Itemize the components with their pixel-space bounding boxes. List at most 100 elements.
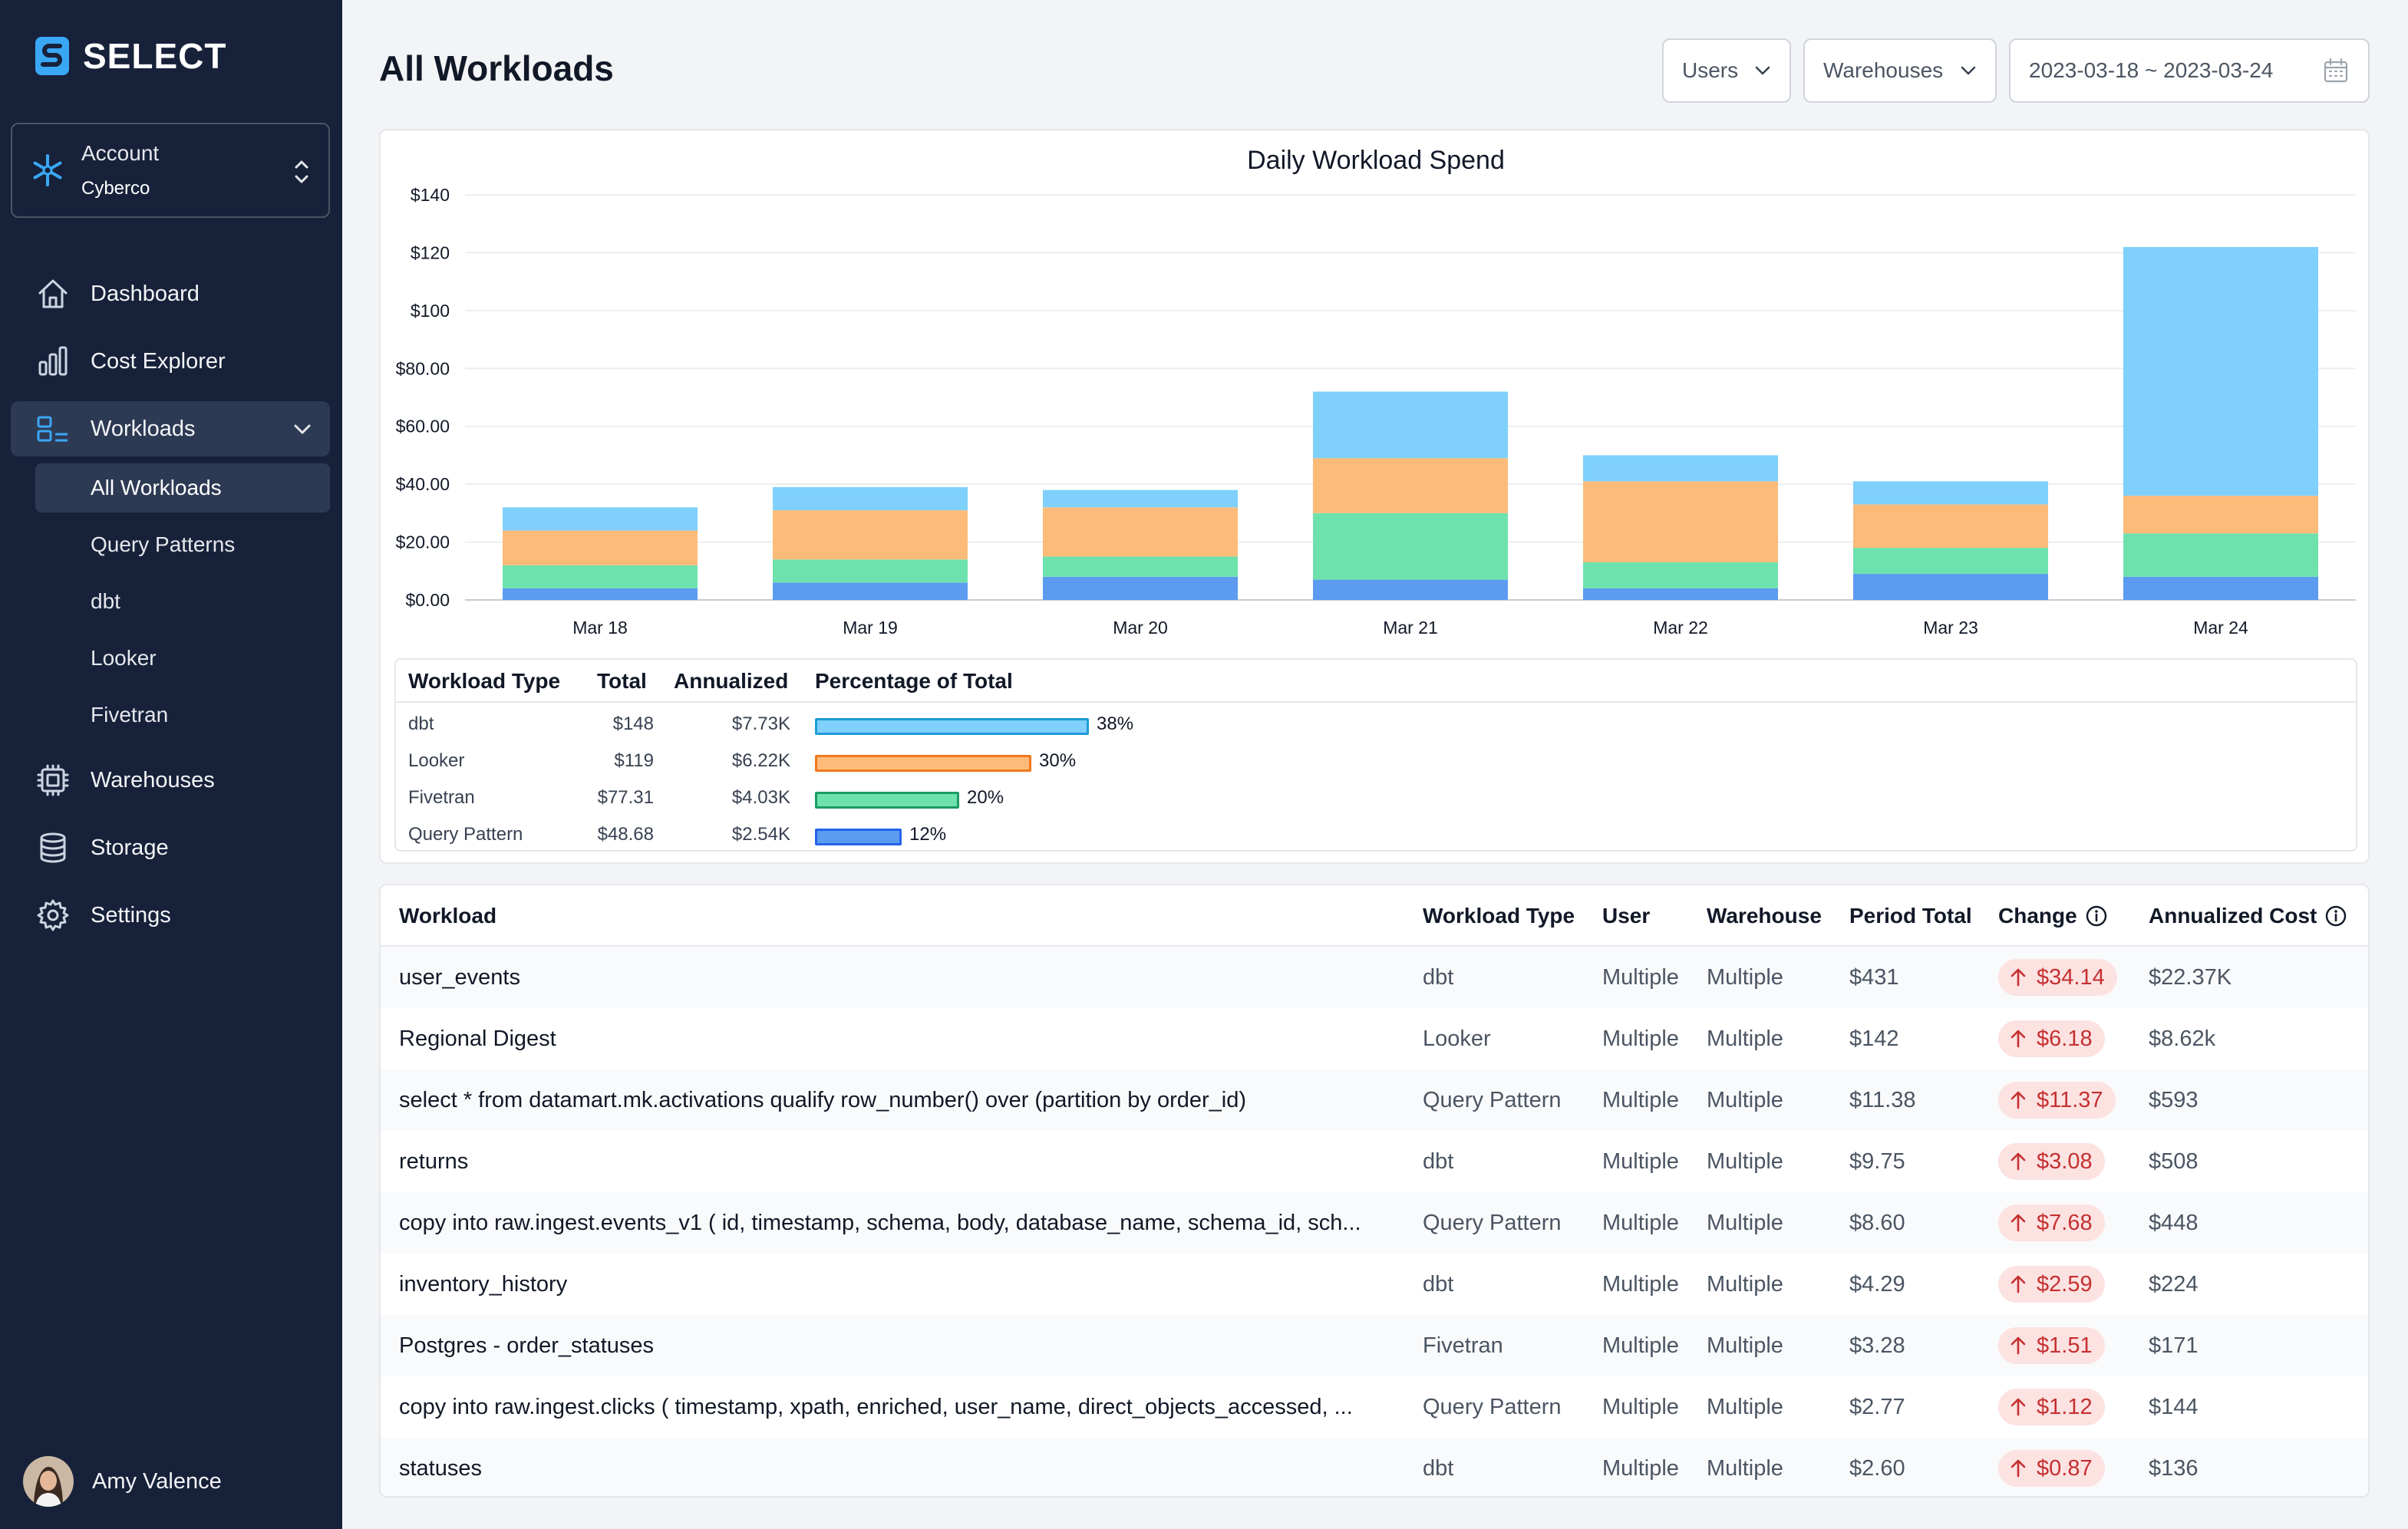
- workload-name[interactable]: user_events: [399, 965, 520, 990]
- x-tick-label: Mar 24: [2193, 618, 2248, 638]
- info-icon[interactable]: [2085, 905, 2108, 928]
- workload-user: Multiple: [1602, 1395, 1679, 1419]
- period-total: $11.38: [1849, 1088, 1916, 1112]
- period-total: $8.60: [1849, 1211, 1905, 1235]
- y-tick-label: $20.00: [396, 532, 450, 552]
- col-workload-type[interactable]: Workload Type: [1423, 904, 1575, 928]
- users-filter-label: Users: [1682, 58, 1739, 82]
- bar-segment-dbt: [2123, 246, 2318, 496]
- bar-segment-dbt: [1853, 481, 2048, 505]
- nav-sub-fivetran-label: Fivetran: [91, 703, 169, 727]
- table-row[interactable]: copy into raw.ingest.events_v1 ( id, tim…: [381, 1192, 2368, 1254]
- col-user[interactable]: User: [1602, 904, 1651, 928]
- nav-warehouses-label: Warehouses: [91, 767, 215, 793]
- change-value: $3.08: [2037, 1148, 2093, 1174]
- nav-storage[interactable]: Storage: [11, 820, 330, 875]
- chart-title: Daily Workload Spend: [1247, 146, 1505, 175]
- period-total: $142: [1849, 1026, 1899, 1051]
- bar-segment-fivetran: [1043, 556, 1238, 577]
- table-row[interactable]: copy into raw.ingest.clicks ( timestamp,…: [381, 1376, 2368, 1438]
- user-name: Amy Valence: [92, 1468, 222, 1494]
- bar-segment-fivetran: [2123, 533, 2318, 577]
- avatar: [23, 1456, 74, 1507]
- workload-name[interactable]: Postgres - order_statuses: [399, 1333, 655, 1358]
- nav-sub-all-workloads[interactable]: All Workloads: [35, 463, 330, 512]
- table-row[interactable]: returns dbt Multiple Multiple $9.75 $3.08 $508: [381, 1131, 2368, 1192]
- bar-segment-fivetran: [1853, 548, 2048, 575]
- workload-name[interactable]: copy into raw.ingest.events_v1 ( id, tim…: [399, 1211, 1361, 1235]
- user-menu[interactable]: Amy Valence: [23, 1456, 222, 1507]
- summary-header-type: Workload Type: [408, 669, 561, 693]
- workload-name[interactable]: returns: [399, 1149, 469, 1174]
- workload-name[interactable]: copy into raw.ingest.clicks ( timestamp,…: [399, 1395, 1353, 1419]
- app-logo[interactable]: SELECT: [35, 35, 226, 77]
- summary-pct-label: 30%: [1039, 750, 1077, 771]
- bar-segment-looker: [2123, 496, 2318, 534]
- change-badge: $7.68: [1998, 1204, 2105, 1241]
- workload-type: Looker: [1423, 1026, 1491, 1051]
- nav-cost-explorer[interactable]: Cost Explorer: [11, 334, 330, 389]
- nav-sub-dbt[interactable]: dbt: [35, 577, 330, 626]
- workload-warehouse: Multiple: [1707, 1395, 1783, 1419]
- change-value: $34.14: [2037, 964, 2105, 990]
- workload-warehouse: Multiple: [1707, 1149, 1783, 1174]
- workload-warehouse: Multiple: [1707, 1456, 1783, 1481]
- workload-name[interactable]: inventory_history: [399, 1272, 568, 1297]
- nav-sub-query-patterns[interactable]: Query Patterns: [35, 520, 330, 569]
- bar-segment-dbt: [1313, 391, 1508, 459]
- summary-pct-label: 20%: [967, 787, 1004, 808]
- nav-workloads[interactable]: Workloads: [11, 401, 330, 456]
- col-period-total[interactable]: Period Total: [1849, 904, 1972, 928]
- table-row[interactable]: Postgres - order_statuses Fivetran Multipl…: [381, 1315, 2368, 1376]
- bar-segment-dbt: [503, 507, 698, 531]
- summary-annualized: $6.22K: [731, 750, 790, 771]
- workload-name[interactable]: select * from datamart.mk.activations qu…: [399, 1088, 1247, 1112]
- col-change[interactable]: Change: [1998, 904, 2108, 928]
- summary-total: $77.31: [597, 787, 654, 808]
- workload-name[interactable]: Regional Digest: [399, 1026, 556, 1051]
- warehouses-filter[interactable]: Warehouses: [1803, 38, 1997, 103]
- summary-pct-bar: [815, 718, 1089, 735]
- summary-pct-bar: [815, 755, 1031, 772]
- bar-segment-fivetran: [773, 559, 968, 583]
- workload-name[interactable]: statuses: [399, 1456, 482, 1481]
- date-range-picker[interactable]: 2023-03-18 ~ 2023-03-24: [2009, 38, 2370, 103]
- y-tick-label: $40.00: [396, 474, 450, 494]
- summary-row: Query Pattern $48.68 $2.54K 12%: [396, 818, 2356, 855]
- table-row[interactable]: select * from datamart.mk.activations qu…: [381, 1069, 2368, 1131]
- table-row[interactable]: inventory_history dbt Multiple Multiple $4.2…: [381, 1254, 2368, 1315]
- warehouses-filter-label: Warehouses: [1823, 58, 1944, 82]
- table-row[interactable]: user_events dbt Multiple Multiple $431 $34.14…: [381, 947, 2368, 1008]
- col-workload[interactable]: Workload: [399, 904, 497, 928]
- nav-sub-looker[interactable]: Looker: [35, 634, 330, 683]
- x-tick-label: Mar 22: [1653, 618, 1708, 638]
- info-icon[interactable]: [2324, 905, 2347, 928]
- period-total: $9.75: [1849, 1149, 1905, 1174]
- bar-segment-query-pattern: [1313, 579, 1508, 600]
- x-tick-label: Mar 20: [1113, 618, 1168, 638]
- summary-header: Workload Type Total Annualized Percentag…: [396, 660, 2356, 703]
- summary-header-pct: Percentage of Total: [815, 669, 1013, 693]
- col-annualized-cost[interactable]: Annualized Cost: [2149, 904, 2347, 928]
- bar-segment-query-pattern: [773, 582, 968, 600]
- bar-segment-query-pattern: [1853, 574, 2048, 600]
- workloads-table: Workload Workload Type User Warehouse Pe…: [379, 884, 2370, 1498]
- summary-row: Fivetran $77.31 $4.03K 20%: [396, 781, 2356, 818]
- col-warehouse[interactable]: Warehouse: [1707, 904, 1822, 928]
- workload-warehouse: Multiple: [1707, 1088, 1783, 1112]
- change-value: $1.12: [2037, 1394, 2093, 1419]
- nav-settings[interactable]: Settings: [11, 888, 330, 943]
- nav-warehouses[interactable]: Warehouses: [11, 753, 330, 808]
- daily-spend-card: Daily Workload Spend $0.00 $20.00 $40.00 $60…: [379, 129, 2370, 864]
- table-row[interactable]: Regional Digest Looker Multiple Multiple $14…: [381, 1008, 2368, 1069]
- summary-pct-bar: [815, 829, 902, 845]
- table-row[interactable]: statuses dbt Multiple Multiple $2.60 $0.87 $13…: [381, 1438, 2368, 1496]
- nav-sub-fivetran[interactable]: Fivetran: [35, 690, 330, 740]
- y-tick-label: $60.00: [396, 417, 450, 437]
- workload-user: Multiple: [1602, 1088, 1679, 1112]
- account-switcher[interactable]: Account Cyberco: [11, 123, 330, 218]
- users-filter[interactable]: Users: [1662, 38, 1791, 103]
- workload-type: dbt: [1423, 1272, 1454, 1297]
- y-tick-label: $0.00: [405, 590, 450, 610]
- nav-dashboard[interactable]: Dashboard: [11, 266, 330, 321]
